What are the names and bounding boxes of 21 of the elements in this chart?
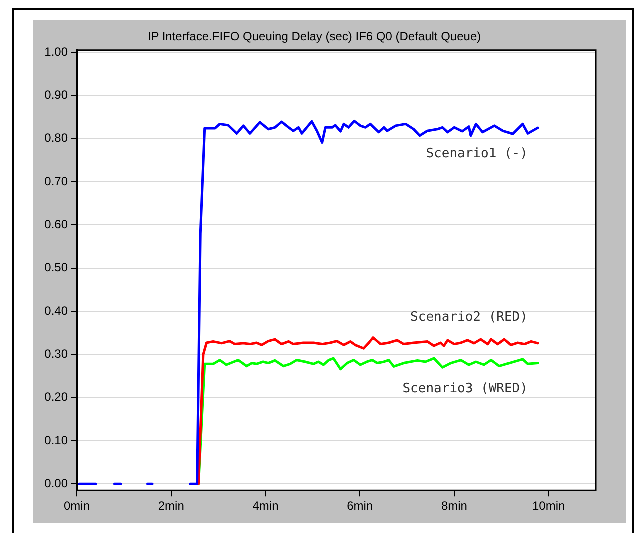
y-tick-label: 0.30 — [44, 346, 68, 361]
x-tick-label: 10min — [532, 499, 566, 514]
y-tick-label: 0.00 — [44, 476, 68, 490]
y-tick-label: 0.40 — [44, 304, 68, 318]
y-tick-label: 0.60 — [44, 218, 68, 232]
x-tick-label: 4min — [252, 499, 279, 514]
x-tick-label: 8min — [441, 499, 468, 514]
x-tick-label: 2min — [158, 499, 184, 514]
x-tick-label: 6min — [347, 499, 374, 514]
y-tick-label: 0.70 — [44, 174, 68, 188]
chart-title: IP Interface.FIFO Queuing Delay (sec) IF6 Q0 (Default Queue) — [148, 30, 482, 44]
y-tick-label: 0.80 — [44, 131, 68, 146]
y-tick-label: 0.20 — [44, 390, 68, 404]
y-tick-label: 0.10 — [44, 433, 68, 448]
y-tick-label: 1.00 — [44, 44, 68, 59]
y-tick-label: 0.50 — [44, 260, 68, 275]
y-tick-label: 0.90 — [44, 88, 68, 102]
series-label: Scenario2 (RED) — [410, 310, 528, 325]
series-label: Scenario1 (-) — [426, 146, 528, 162]
series-label: Scenario3 (WRED) — [402, 382, 528, 397]
x-tick-label: 0min — [64, 499, 90, 514]
